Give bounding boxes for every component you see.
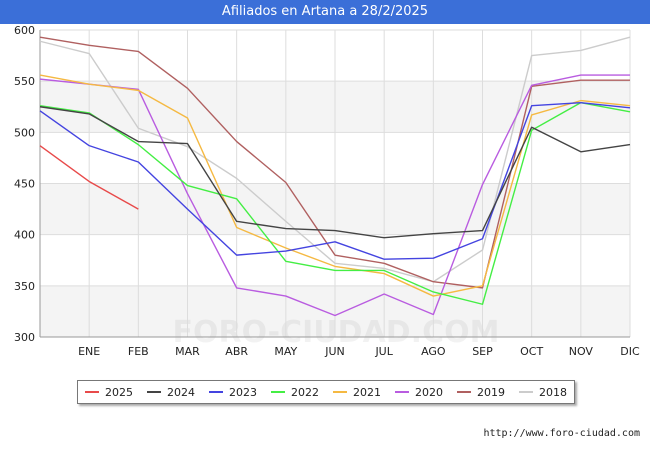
source-url: http://www.foro-ciudad.com — [483, 428, 640, 439]
legend-label: 2024 — [167, 385, 195, 399]
legend-swatch — [209, 391, 223, 393]
legend-label: 2023 — [229, 385, 257, 399]
legend-item-2022: 2022 — [271, 386, 319, 399]
series-line-2020 — [39, 74, 630, 317]
legend-swatch — [457, 391, 471, 393]
legend-swatch — [519, 391, 533, 393]
x-tick-label: DIC — [620, 345, 640, 358]
chart-axes: 300 350 400 450 500 550 600 ENE FEB MAR ABR MAY JUN J… — [14, 24, 640, 358]
legend-label: 2018 — [539, 385, 567, 399]
y-tick-label: 350 — [14, 280, 35, 293]
x-tick-label: JUL — [374, 345, 393, 358]
x-tick-label: FEB — [128, 345, 149, 358]
legend-swatch — [85, 391, 99, 393]
chart-legend: 2025 2024 2023 2022 2021 2020 2019 2018 — [77, 380, 575, 404]
x-tick-label: AGO — [421, 345, 446, 358]
x-tick-label: ABR — [225, 345, 248, 358]
legend-item-2021: 2021 — [333, 386, 381, 399]
legend-swatch — [333, 391, 347, 393]
legend-label: 2025 — [105, 385, 133, 399]
x-tick-label: MAR — [175, 345, 200, 358]
y-tick-label: 550 — [14, 75, 35, 88]
y-tick-label: 600 — [14, 24, 35, 37]
x-tick-label: OCT — [520, 345, 543, 358]
legend-label: 2019 — [477, 385, 505, 399]
series-line-2025 — [39, 145, 139, 210]
x-tick-label: NOV — [569, 345, 594, 358]
legend-label: 2022 — [291, 385, 319, 399]
legend-item-2024: 2024 — [147, 386, 195, 399]
legend-swatch — [271, 391, 285, 393]
series-line-2021 — [39, 74, 631, 297]
legend-item-2020: 2020 — [395, 386, 443, 399]
y-tick-label: 500 — [14, 126, 35, 139]
watermark-text: FORO-CIUDAD.COM — [173, 315, 500, 350]
y-tick-label: 400 — [14, 229, 35, 242]
y-tick-label: 300 — [14, 331, 35, 344]
x-tick-label: MAY — [274, 345, 297, 358]
y-tick-label: 450 — [14, 178, 35, 191]
legend-item-2019: 2019 — [457, 386, 505, 399]
x-tick-label: ENE — [78, 345, 100, 358]
x-tick-label: JUN — [324, 345, 345, 358]
series-line-2024 — [39, 106, 631, 239]
x-tick-label: SEP — [472, 345, 493, 358]
legend-swatch — [395, 391, 409, 393]
line-chart: FORO-CIUDAD.COM 300 350 400 450 500 550 600 ENE… — [14, 24, 640, 358]
legend-label: 2021 — [353, 385, 381, 399]
chart-title: Afiliados en Artana a 28/2/2025 — [0, 0, 650, 24]
chart-series — [39, 36, 631, 317]
series-line-2018 — [39, 36, 631, 283]
legend-item-2025: 2025 — [85, 386, 133, 399]
legend-swatch — [147, 391, 161, 393]
legend-item-2023: 2023 — [209, 386, 257, 399]
series-line-2023 — [39, 101, 631, 260]
legend-item-2018: 2018 — [519, 386, 567, 399]
series-line-2022 — [39, 101, 631, 305]
legend-label: 2020 — [415, 385, 443, 399]
